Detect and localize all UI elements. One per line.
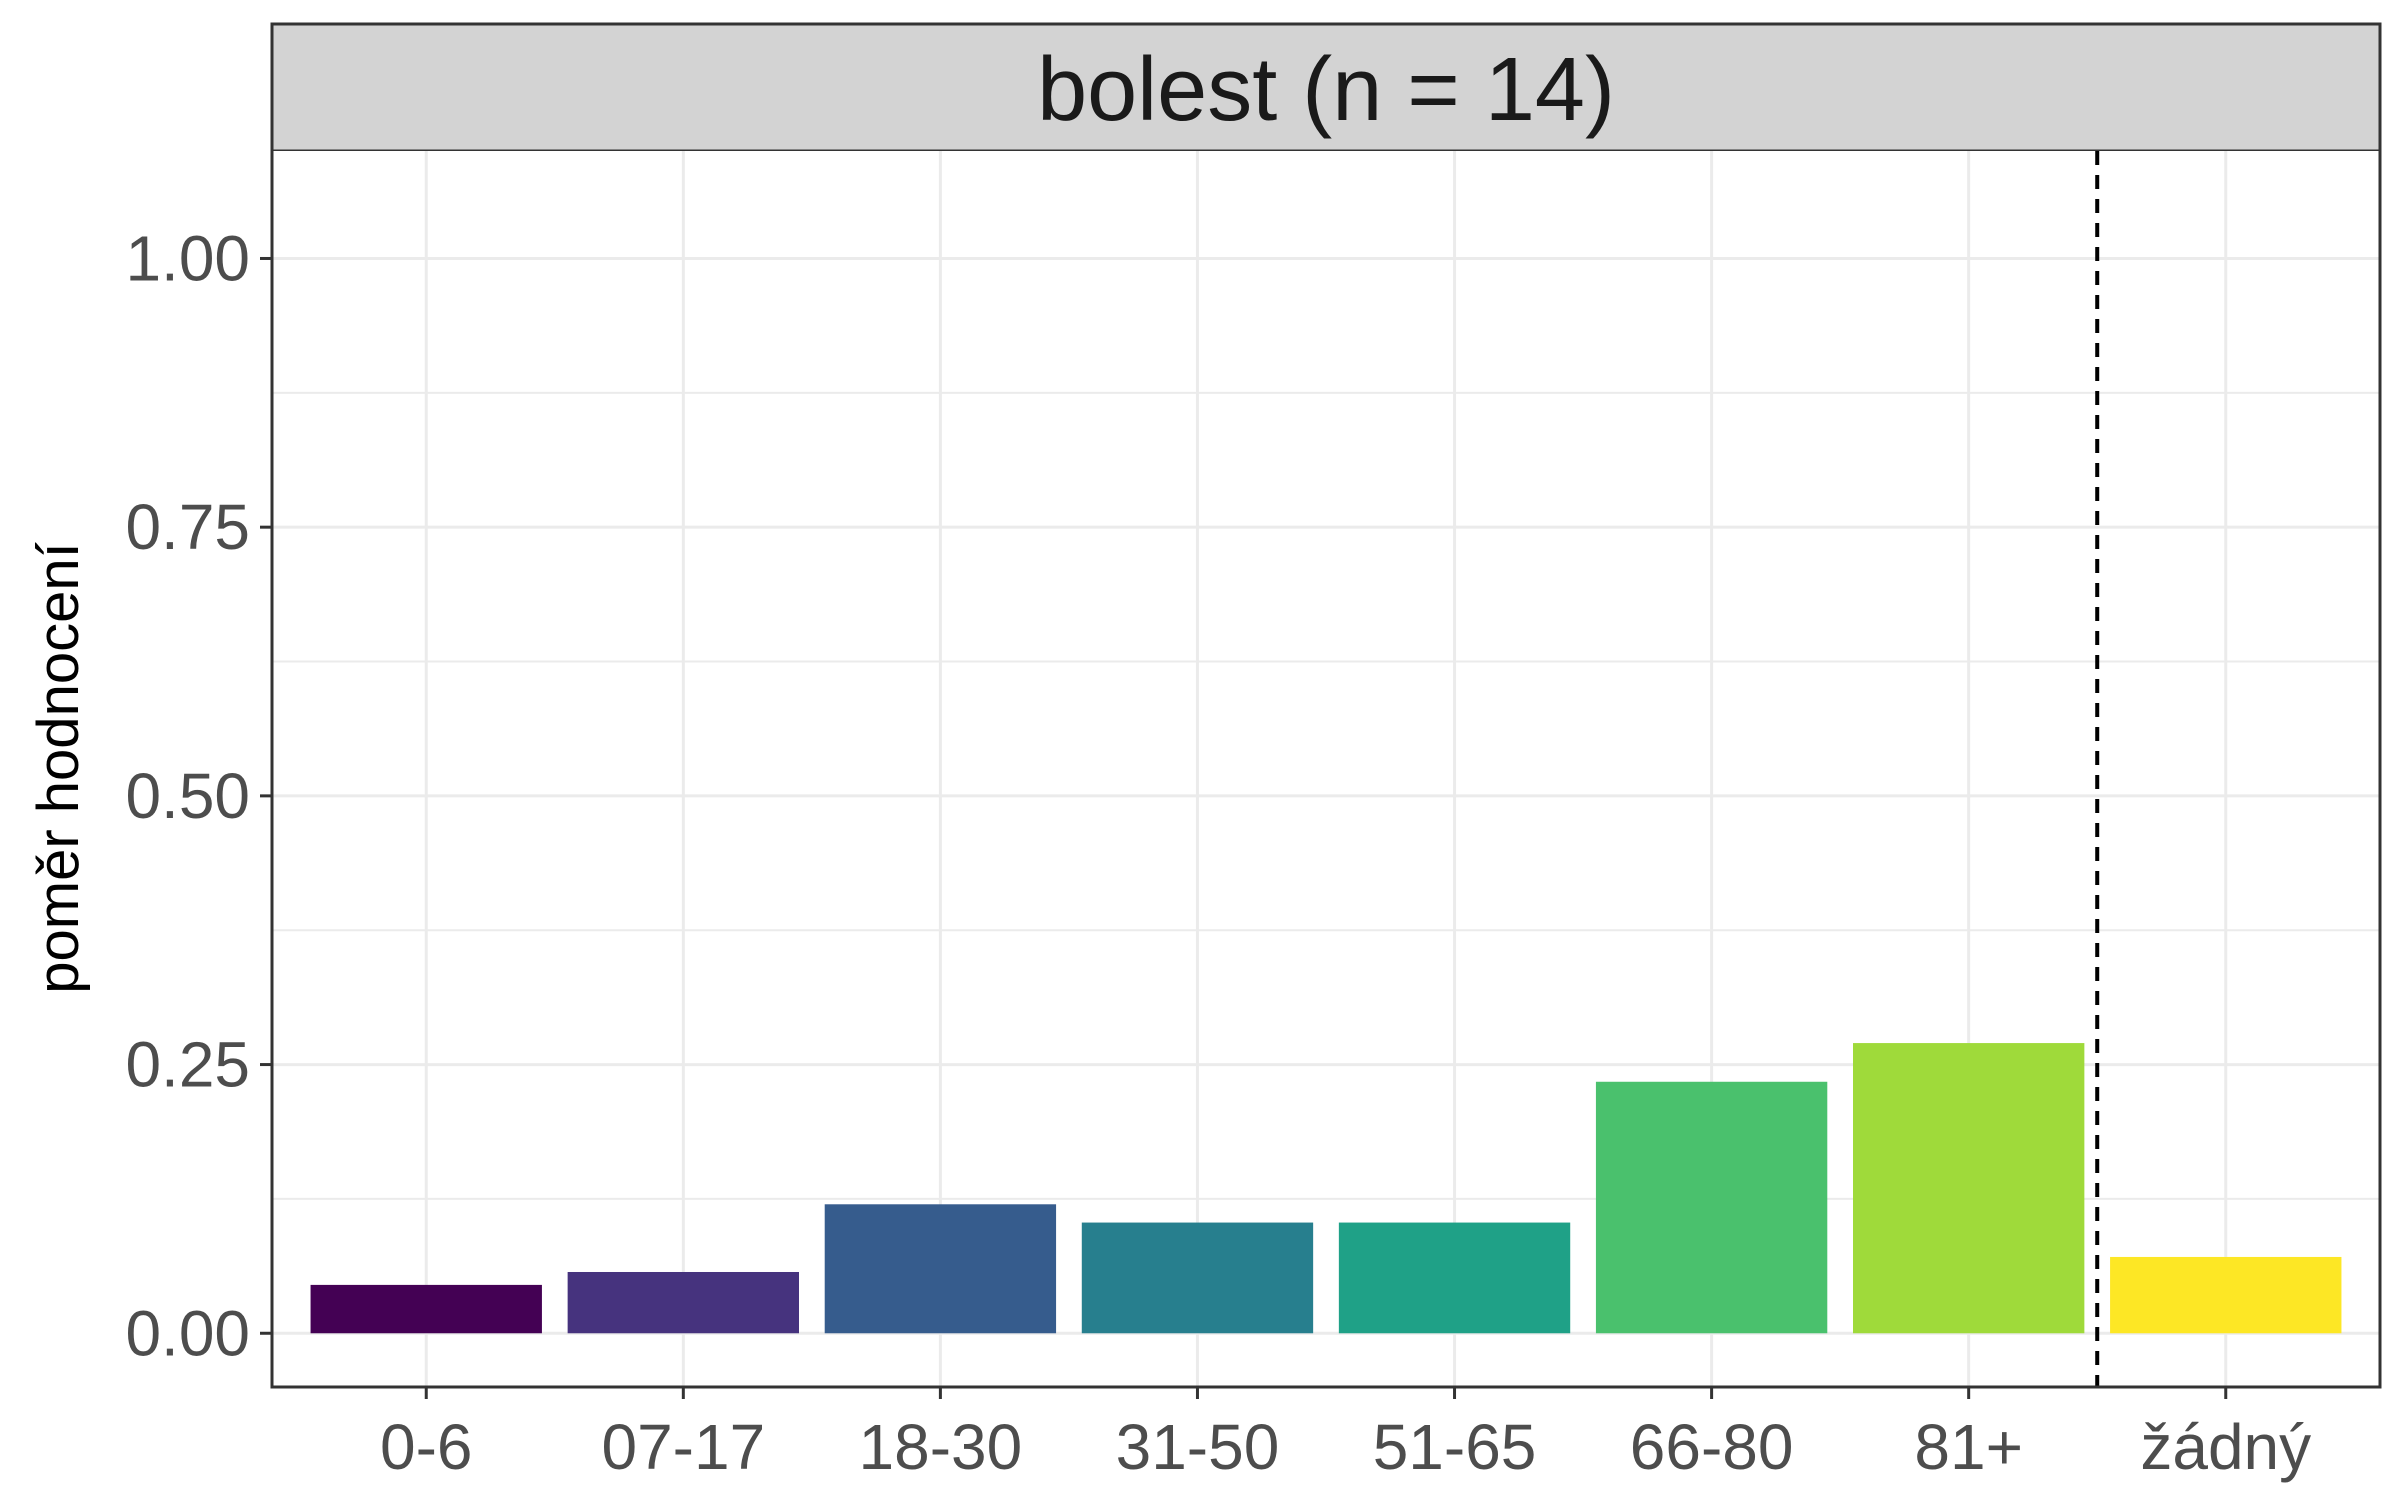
y-tick-label: 0.00	[125, 1297, 250, 1369]
x-tick-label: žádný	[2140, 1411, 2311, 1483]
y-tick-label: 1.00	[125, 222, 250, 294]
bar-31-50	[1081, 1222, 1314, 1334]
y-tick-label: 0.50	[125, 760, 250, 832]
facet-title: bolest (n = 14)	[1037, 40, 1615, 140]
y-axis: 0.00 0.25 0.50 0.75 1.00	[125, 222, 272, 1369]
x-tick-label: 66-80	[1630, 1411, 1794, 1483]
y-tick-label: 0.75	[125, 491, 250, 563]
bar-66-80	[1595, 1081, 1828, 1334]
x-tick-label: 51-65	[1373, 1411, 1537, 1483]
facet-strip	[272, 24, 2380, 151]
bar-0-6	[310, 1284, 542, 1334]
bar-81+	[1853, 1043, 2085, 1334]
x-tick-label: 0-6	[380, 1411, 473, 1483]
x-tick-label: 07-17	[601, 1411, 765, 1483]
x-axis: 0-6 07-17 18-30 31-50 51-65 66-80 81+ žádný	[380, 1387, 2311, 1483]
bars	[310, 1043, 2342, 1334]
panel-border	[270, 22, 2382, 1389]
y-tick-label: 0.25	[125, 1029, 250, 1101]
x-tick-label: 31-50	[1116, 1411, 1280, 1483]
bar-18-30	[824, 1204, 1057, 1334]
x-tick-label: 81+	[1914, 1411, 2023, 1483]
y-axis-title: poměr hodnocení	[26, 542, 91, 993]
bar-07-17	[567, 1271, 799, 1334]
x-tick-label: 18-30	[859, 1411, 1023, 1483]
bar-51-65	[1338, 1222, 1571, 1334]
bar-žádný	[2110, 1256, 2342, 1334]
